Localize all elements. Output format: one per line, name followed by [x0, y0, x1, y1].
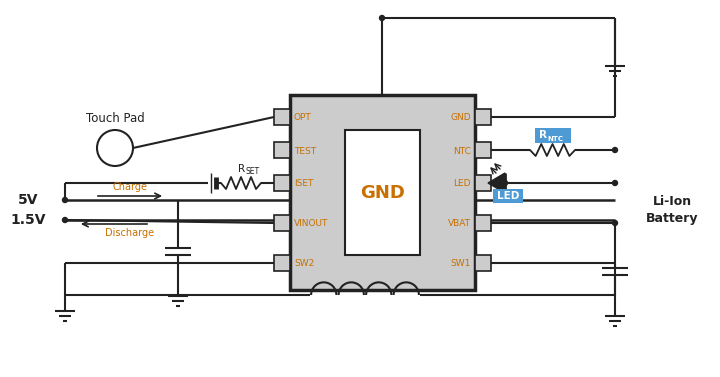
Text: SW2: SW2: [294, 259, 314, 268]
Circle shape: [613, 181, 618, 185]
Bar: [290, 95, 475, 290]
Text: LED: LED: [497, 191, 519, 201]
Text: VINOUT: VINOUT: [294, 219, 328, 228]
Circle shape: [379, 15, 384, 20]
Bar: [274, 215, 290, 231]
Circle shape: [613, 221, 618, 225]
Bar: [475, 255, 491, 271]
Text: 5V: 5V: [18, 193, 38, 207]
Bar: [475, 215, 491, 231]
Bar: [475, 109, 491, 125]
FancyBboxPatch shape: [493, 189, 523, 203]
Bar: [475, 142, 491, 158]
Text: ISET: ISET: [294, 179, 313, 188]
Bar: [274, 142, 290, 158]
FancyBboxPatch shape: [535, 128, 571, 143]
Bar: [345, 130, 420, 255]
Text: NTC: NTC: [547, 136, 563, 142]
Text: Charge: Charge: [112, 182, 148, 192]
Polygon shape: [488, 173, 505, 193]
Text: OPT: OPT: [294, 113, 312, 123]
Text: GND: GND: [451, 113, 471, 123]
Text: Li-Ion
Battery: Li-Ion Battery: [646, 195, 698, 225]
Text: LED: LED: [454, 179, 471, 188]
Circle shape: [63, 218, 68, 222]
Text: Touch Pad: Touch Pad: [86, 112, 145, 124]
Bar: [274, 175, 290, 191]
Bar: [475, 175, 491, 191]
Text: GND: GND: [360, 184, 405, 201]
Text: SW1: SW1: [451, 259, 471, 268]
Bar: [274, 255, 290, 271]
Text: NTC: NTC: [453, 147, 471, 155]
Circle shape: [63, 198, 68, 202]
Text: TEST: TEST: [294, 147, 316, 155]
Text: SET: SET: [246, 167, 260, 176]
Text: 1.5V: 1.5V: [10, 213, 46, 227]
Circle shape: [613, 147, 618, 153]
Circle shape: [503, 181, 508, 185]
Text: VBAT: VBAT: [448, 219, 471, 228]
Bar: [274, 109, 290, 125]
Text: R: R: [539, 130, 547, 141]
Text: R: R: [238, 164, 245, 174]
Text: Discharge: Discharge: [105, 228, 155, 238]
